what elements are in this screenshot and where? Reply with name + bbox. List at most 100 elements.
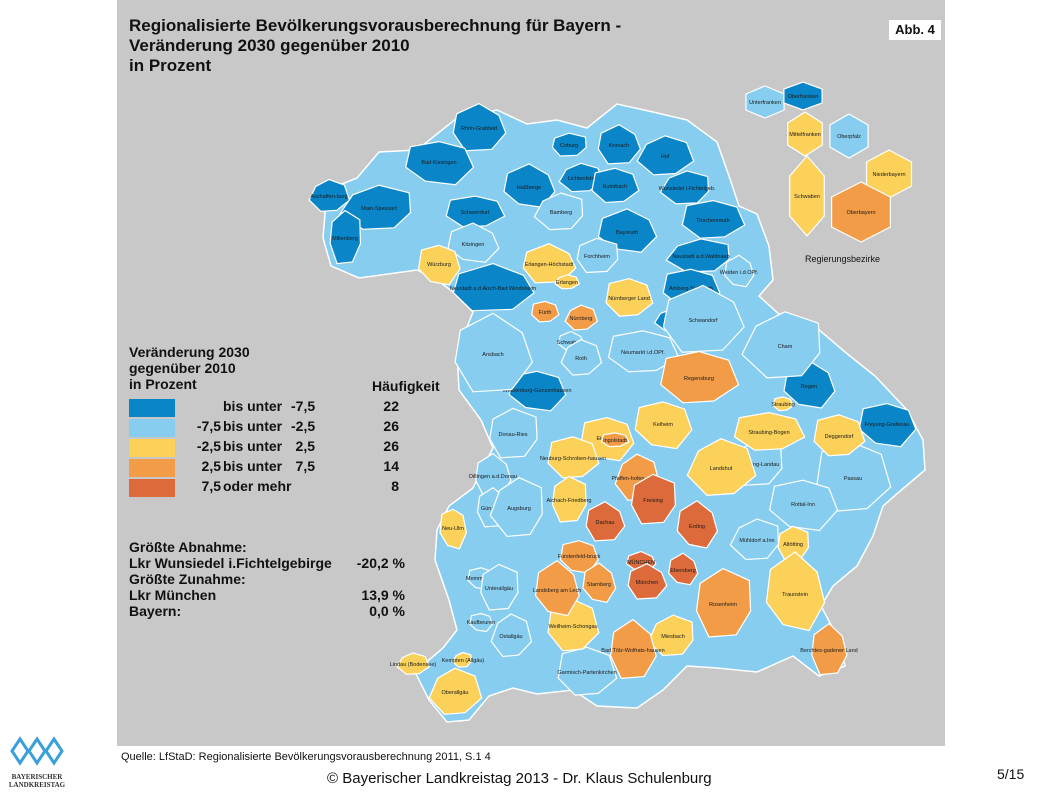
district-region: Rottal-Inn [769, 479, 839, 532]
district-label: Schwandorf [688, 318, 718, 324]
district-label: Lichtenfels [568, 176, 595, 182]
district-region: Kelheim [634, 401, 693, 450]
district-shape [591, 167, 640, 204]
district-shape [660, 350, 740, 404]
bezirk-region: Schwaben [789, 155, 825, 237]
district-shape [582, 562, 617, 603]
district-region: Dachau [585, 501, 626, 542]
district-label: Mühldorf a.Inn [739, 538, 774, 544]
district-region: Hof [636, 135, 695, 176]
district-shape [733, 411, 806, 451]
district-label: Freising [643, 498, 663, 504]
legend-from: -2,5 [196, 438, 221, 454]
district-shape [534, 559, 580, 617]
bezirk-label: Oberfranken [788, 94, 819, 100]
decrease-value: -20,2 % [356, 555, 405, 571]
bezirk-region: Oberfranken [783, 81, 823, 111]
legend-count: 14 [383, 458, 399, 474]
bezirk-shape [830, 181, 892, 243]
district-shape [558, 162, 605, 193]
district-label: Regen [801, 384, 817, 390]
district-region: Bamberg [533, 192, 584, 231]
district-region: Tirschenreuth [681, 199, 746, 239]
district-label: Aichach-Friedberg [547, 498, 592, 504]
district-region: Bad Kissingen [405, 140, 475, 186]
district-shape [630, 473, 677, 525]
bezirk-shape [783, 81, 823, 111]
district-label: Weilheim-Schongau [548, 624, 597, 630]
district-label: Kaufbeuren [467, 620, 495, 626]
district-shape [454, 312, 533, 393]
district-shape [811, 622, 848, 676]
legend-rows: bis unter -7,5 22 -7,5 bis unter -2,5 26 -2,5 bi… [129, 398, 419, 498]
district-shape [597, 208, 658, 253]
district-label: Ansbach [482, 352, 503, 358]
district-region: Berchtes-gadener Land [800, 622, 858, 676]
district-shape [765, 551, 826, 632]
legend-swatch [129, 459, 175, 477]
decrease-heading: Größte Abnahme: [129, 539, 247, 555]
district-label: Main-Spessart [361, 206, 397, 212]
district-region: Garmisch-Partenkirchen [557, 646, 618, 696]
district-label: Kitzingen [462, 242, 485, 248]
district-label: Schwabach [557, 340, 585, 346]
district-region: Kulmbach [591, 167, 640, 204]
legend-count: 26 [383, 418, 399, 434]
district-shape [530, 300, 560, 323]
district-shape [636, 135, 695, 176]
district-region: Donau-Ries [489, 407, 538, 459]
district-shape [681, 199, 746, 239]
district-label: Fürth [539, 310, 552, 316]
district-shape [452, 102, 507, 152]
district-label: Deggendorf [825, 434, 854, 440]
district-shape [729, 518, 780, 561]
legend-count: 22 [383, 398, 399, 414]
district-label: Landshut [710, 466, 733, 472]
legend-from: 2,5 [201, 458, 221, 474]
page-number: 5/15 [997, 766, 1025, 782]
district-label: Neumarkt i.d.OPf. [621, 350, 665, 356]
district-region: Traunstein [765, 551, 826, 632]
district-region: Erlangen-Höchstadt [522, 243, 577, 284]
map-title: Regionalisierte Bevölkerungsvorausberech… [129, 16, 621, 76]
bezirk-shape [789, 155, 825, 237]
district-label: Ostallgäu [499, 634, 522, 640]
district-region: Lindau (Bodensee) [390, 652, 436, 675]
district-shape [489, 476, 543, 538]
district-label: Nürnberger Land [608, 296, 650, 302]
district-label: Amberg-Sulzbach [669, 286, 713, 292]
title-line-3: in Prozent [129, 56, 212, 75]
legend-to: 7,5 [295, 458, 315, 474]
district-shape [417, 244, 461, 286]
district-label: Haßberge [517, 185, 541, 191]
legend-row: 7,5 oder mehr 8 [129, 478, 419, 498]
district-region: Passau [815, 442, 892, 512]
decrease-name: Lkr Wunsiedel i.Fichtelgebirge [129, 555, 332, 571]
district-shape [609, 618, 657, 680]
district-label: Erlangen-Höchstadt [525, 262, 574, 268]
district-region: Neustadt a.d.Aisch-Bad Windsheim [450, 262, 537, 312]
bezirk-label: Unterfranken [749, 100, 781, 106]
title-line-1: Regionalisierte Bevölkerungsvorausberech… [129, 16, 622, 35]
district-region: Mühldorf a.Inn [729, 518, 780, 561]
district-shape [627, 563, 668, 600]
district-region: Erlangen [554, 274, 581, 290]
legend-heading-2: gegenüber 2010 [129, 360, 236, 376]
district-region: Nürnberger Land [605, 277, 654, 317]
bezirk-shape [829, 113, 869, 159]
district-label: Berchtes-gadener Land [800, 648, 857, 654]
district-label: Tirschenreuth [696, 218, 729, 224]
district-shape [551, 475, 587, 523]
district-region: Aichach-Friedberg [547, 475, 592, 523]
district-region: Freising [630, 473, 677, 525]
district-shape [585, 501, 626, 542]
district-shape [815, 442, 892, 512]
district-label: Ingolstadt [603, 438, 627, 444]
legend-from: -7,5 [196, 418, 221, 434]
district-shape [503, 163, 556, 208]
district-region: Miesbach [647, 614, 694, 657]
legend-swatch [129, 439, 175, 457]
district-label: Erlangen [556, 280, 578, 286]
district-label: Rosenheim [709, 602, 737, 608]
logo-mark-icon [10, 736, 64, 766]
